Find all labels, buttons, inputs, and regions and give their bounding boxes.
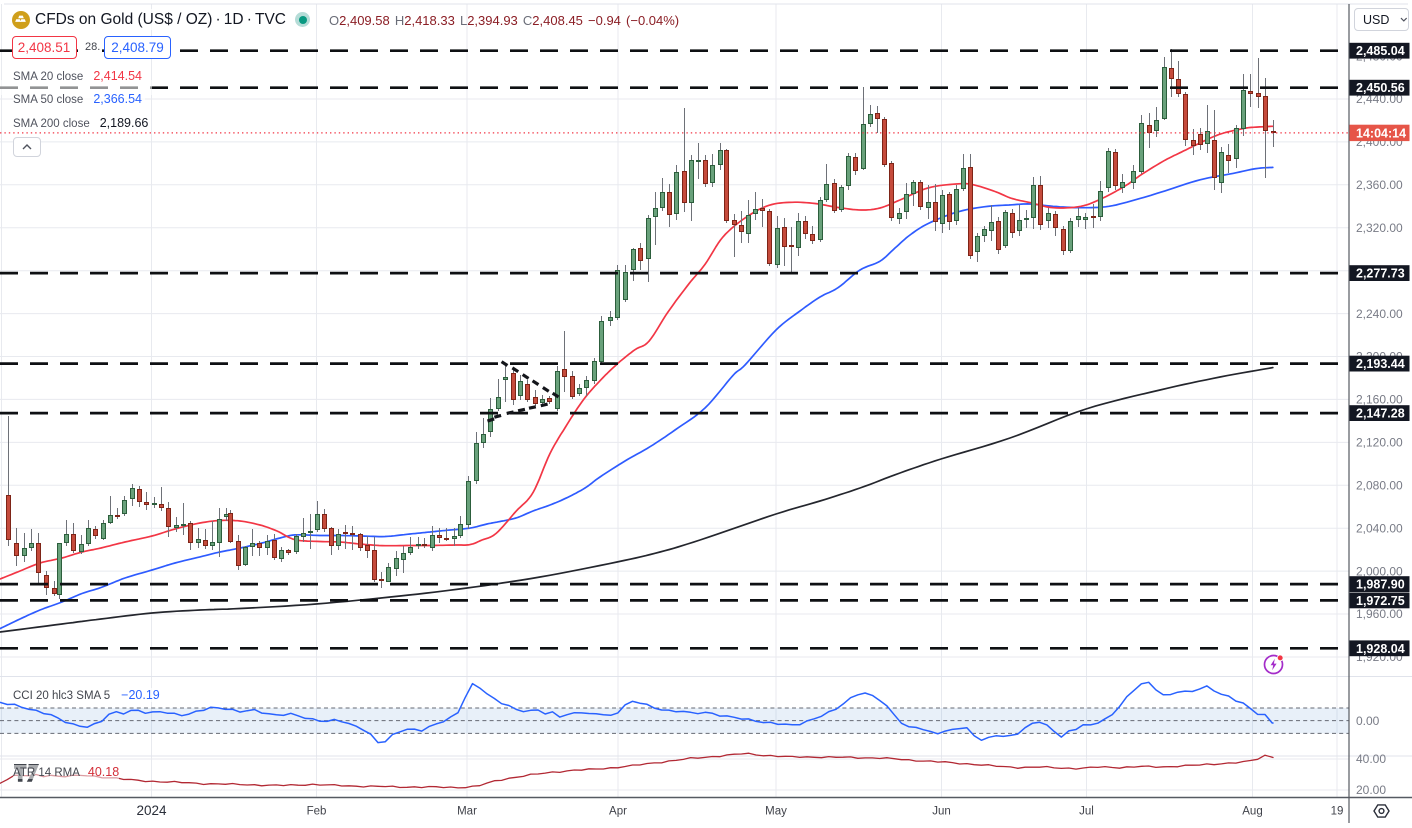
svg-text:2,360.00: 2,360.00 bbox=[1356, 178, 1403, 192]
svg-text:1,972.75: 1,972.75 bbox=[1356, 594, 1405, 608]
svg-text:2,147.28: 2,147.28 bbox=[1356, 407, 1405, 421]
svg-text:2,440.00: 2,440.00 bbox=[1356, 92, 1403, 106]
svg-text:14:04:14: 14:04:14 bbox=[1356, 127, 1406, 141]
svg-text:20.00: 20.00 bbox=[1356, 783, 1386, 797]
svg-text:2,320.00: 2,320.00 bbox=[1356, 221, 1403, 235]
svg-text:Aug: Aug bbox=[1242, 806, 1262, 818]
svg-text:1,987.90: 1,987.90 bbox=[1356, 578, 1405, 592]
svg-text:2,120.00: 2,120.00 bbox=[1356, 436, 1403, 450]
svg-text:2,080.00: 2,080.00 bbox=[1356, 479, 1403, 493]
svg-text:Jul: Jul bbox=[1079, 806, 1094, 818]
svg-text:2,040.00: 2,040.00 bbox=[1356, 521, 1403, 535]
svg-text:1,960.00: 1,960.00 bbox=[1356, 607, 1403, 621]
svg-text:40.00: 40.00 bbox=[1356, 752, 1386, 766]
svg-text:Mar: Mar bbox=[457, 806, 477, 818]
svg-text:2024: 2024 bbox=[136, 803, 167, 818]
svg-text:2,485.04: 2,485.04 bbox=[1356, 44, 1405, 58]
svg-text:Apr: Apr bbox=[609, 806, 627, 818]
svg-text:2,000.00: 2,000.00 bbox=[1356, 564, 1403, 578]
svg-text:Jun: Jun bbox=[932, 806, 951, 818]
svg-text:2,277.73: 2,277.73 bbox=[1356, 267, 1405, 281]
svg-text:0.00: 0.00 bbox=[1356, 714, 1380, 728]
svg-text:2,160.00: 2,160.00 bbox=[1356, 393, 1403, 407]
svg-text:19: 19 bbox=[1331, 806, 1344, 818]
svg-text:2,240.00: 2,240.00 bbox=[1356, 307, 1403, 321]
svg-text:Feb: Feb bbox=[307, 806, 327, 818]
svg-text:2,450.56: 2,450.56 bbox=[1356, 81, 1405, 95]
svg-text:2,193.44: 2,193.44 bbox=[1356, 357, 1405, 371]
svg-text:May: May bbox=[765, 806, 787, 818]
svg-text:1,928.04: 1,928.04 bbox=[1356, 642, 1405, 656]
